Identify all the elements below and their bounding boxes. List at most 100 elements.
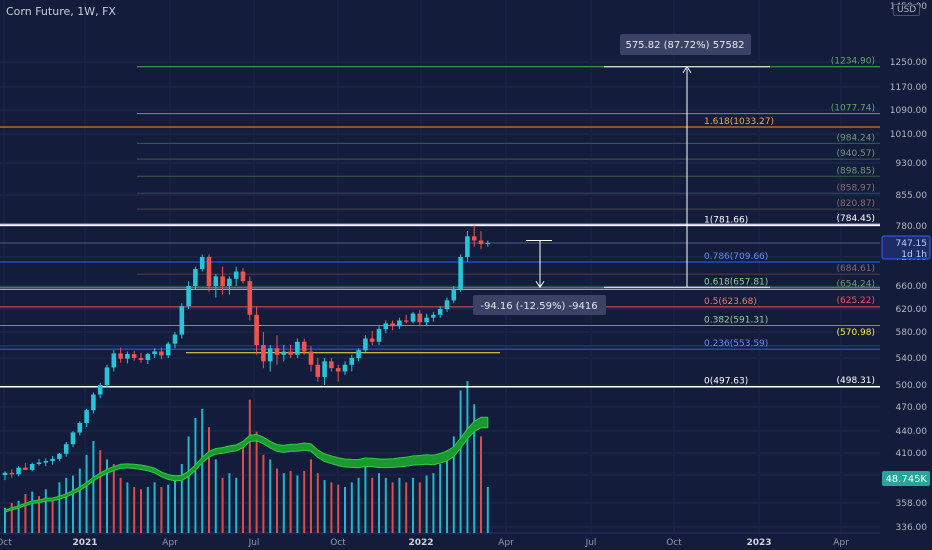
candle-body — [118, 353, 123, 359]
price-axis-background — [880, 0, 932, 550]
candle-body — [233, 271, 239, 279]
measure-down-arrowhead — [535, 280, 545, 289]
volume-bar — [4, 507, 6, 533]
price-tick-label: 855.00 — [896, 191, 928, 201]
time-tick-label: 2022 — [408, 538, 433, 548]
volume-bar — [439, 464, 442, 533]
measure-up-label: 575.82 (87.72%) 57582 — [625, 40, 744, 51]
candle-body — [145, 354, 151, 361]
price-tick-label: 1010.00 — [890, 130, 927, 140]
candle-body — [165, 343, 171, 356]
volume-bar — [323, 480, 326, 533]
candle-body — [315, 364, 321, 377]
volume-bar — [384, 477, 387, 533]
fib-level-label: 1.618(1033.27) — [704, 117, 774, 127]
price-tick-label: 780.00 — [896, 222, 928, 232]
candle-body — [199, 257, 205, 270]
volume-bar — [344, 487, 346, 533]
candle-body — [70, 432, 76, 445]
candle-body — [295, 341, 300, 355]
level-price-label: (1234.90) — [831, 57, 875, 67]
fib-level-label: 1(781.66) — [704, 215, 748, 225]
price-tick-label: 336.00 — [896, 523, 928, 533]
level-price-label: (858.97) — [836, 183, 875, 193]
price-tick-label: 500.00 — [896, 381, 928, 391]
price-tick-label: 1090.00 — [890, 106, 927, 116]
volume-bar — [214, 459, 217, 533]
candle-body — [356, 350, 361, 358]
candle-body — [431, 314, 436, 318]
time-tick-label: Apr — [498, 538, 514, 548]
price-tick-label: 620.00 — [896, 305, 928, 315]
candle-body — [485, 243, 491, 245]
fib-level-label: 0.786(709.66) — [704, 252, 768, 262]
volume-bar — [126, 482, 129, 533]
level-price-label: (940.57) — [836, 149, 875, 159]
candle-body — [417, 313, 423, 323]
candle-body — [349, 358, 355, 365]
candle-body — [57, 453, 62, 459]
candle-body — [43, 461, 49, 463]
fib-level-label: 0.618(657.81) — [704, 277, 768, 287]
level-price-label: (625.22) — [836, 296, 875, 306]
candle-body — [227, 278, 232, 286]
volume-bar — [473, 404, 476, 533]
candle-body — [410, 313, 416, 322]
candle-body — [471, 236, 477, 241]
volume-bar — [38, 496, 40, 533]
candle-body — [437, 309, 443, 315]
time-tick-label: Apr — [833, 538, 849, 548]
candle-body — [369, 338, 375, 342]
volume-value-box — [882, 471, 930, 486]
volume-bar — [480, 436, 482, 533]
candle-body — [478, 240, 484, 245]
candle-body — [23, 467, 28, 470]
candle-body — [403, 320, 409, 322]
volume-bar — [10, 503, 13, 533]
level-price-label: (1077.74) — [831, 104, 875, 114]
candle-body — [274, 348, 280, 355]
candle-body — [458, 257, 463, 289]
volume-bar — [269, 459, 272, 533]
price-tick-label: 410.00 — [896, 449, 928, 459]
level-price-label: (684.61) — [836, 264, 875, 274]
candle-body — [254, 314, 259, 345]
volume-bar — [276, 468, 278, 533]
bar-countdown-label: 1d 1h — [901, 250, 927, 260]
volume-bar — [78, 468, 81, 533]
candle-body — [363, 338, 368, 351]
volume-bar — [160, 487, 163, 533]
time-tick-label: 2021 — [72, 538, 97, 548]
time-tick-label: Oct — [0, 538, 12, 548]
volume-bar — [65, 477, 68, 533]
price-tick-label: 358.00 — [896, 499, 928, 509]
candle-body — [240, 271, 246, 282]
currency-selector[interactable]: USD — [893, 4, 921, 16]
volume-bar — [303, 470, 306, 533]
volume-bar — [255, 431, 258, 533]
volume-bar — [337, 484, 340, 533]
volume-bar — [235, 477, 238, 533]
level-price-label: (654.24) — [836, 279, 875, 289]
candle-body — [206, 257, 212, 286]
candle-body — [322, 361, 327, 377]
volume-bar — [51, 498, 54, 533]
volume-bar — [412, 477, 414, 533]
candle-body — [29, 464, 35, 470]
candle-body — [247, 281, 253, 315]
candle-body — [329, 361, 334, 369]
time-tick-label: Jul — [585, 538, 597, 548]
measure-down-label: -94.16 (-12.59%) -9416 — [480, 301, 597, 312]
measure-up-box — [620, 34, 751, 55]
volume-value-label: 48.745K — [885, 474, 927, 485]
fib-level-label: 0.382(591.31) — [704, 315, 768, 325]
candle-body — [261, 345, 266, 362]
volume-bar — [432, 473, 435, 533]
price-tick-label: 470.00 — [896, 403, 928, 413]
candle-body — [424, 317, 429, 323]
volume-bar — [289, 470, 292, 533]
volume-bar — [357, 477, 360, 533]
volume-bar — [201, 408, 204, 533]
volume-bar — [378, 473, 380, 533]
